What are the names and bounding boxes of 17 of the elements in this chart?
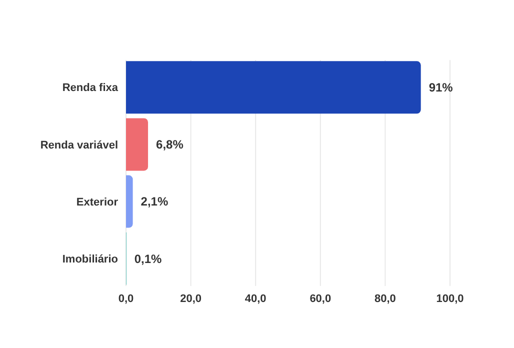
y-tick-label: Renda fixa <box>62 82 119 94</box>
data-label: 6,8% <box>156 138 184 152</box>
bar <box>126 61 421 114</box>
bar <box>126 118 148 171</box>
x-tick-label: 80,0 <box>374 293 396 305</box>
x-tick-label: 60,0 <box>310 293 332 305</box>
bar <box>126 175 133 228</box>
y-tick-label: Exterior <box>76 196 119 208</box>
x-tick-label: 40,0 <box>244 293 266 305</box>
data-label: 2,1% <box>140 194 168 209</box>
data-label: 0,1% <box>134 252 162 266</box>
y-tick-label: Imobiliário <box>62 253 118 266</box>
x-tick-label: 100,0 <box>436 293 464 305</box>
y-tick-label: Renda variável <box>40 139 118 152</box>
data-label: 91% <box>428 80 454 95</box>
x-tick-label: 20,0 <box>180 293 202 305</box>
x-tick-label: 0,0 <box>118 293 134 305</box>
